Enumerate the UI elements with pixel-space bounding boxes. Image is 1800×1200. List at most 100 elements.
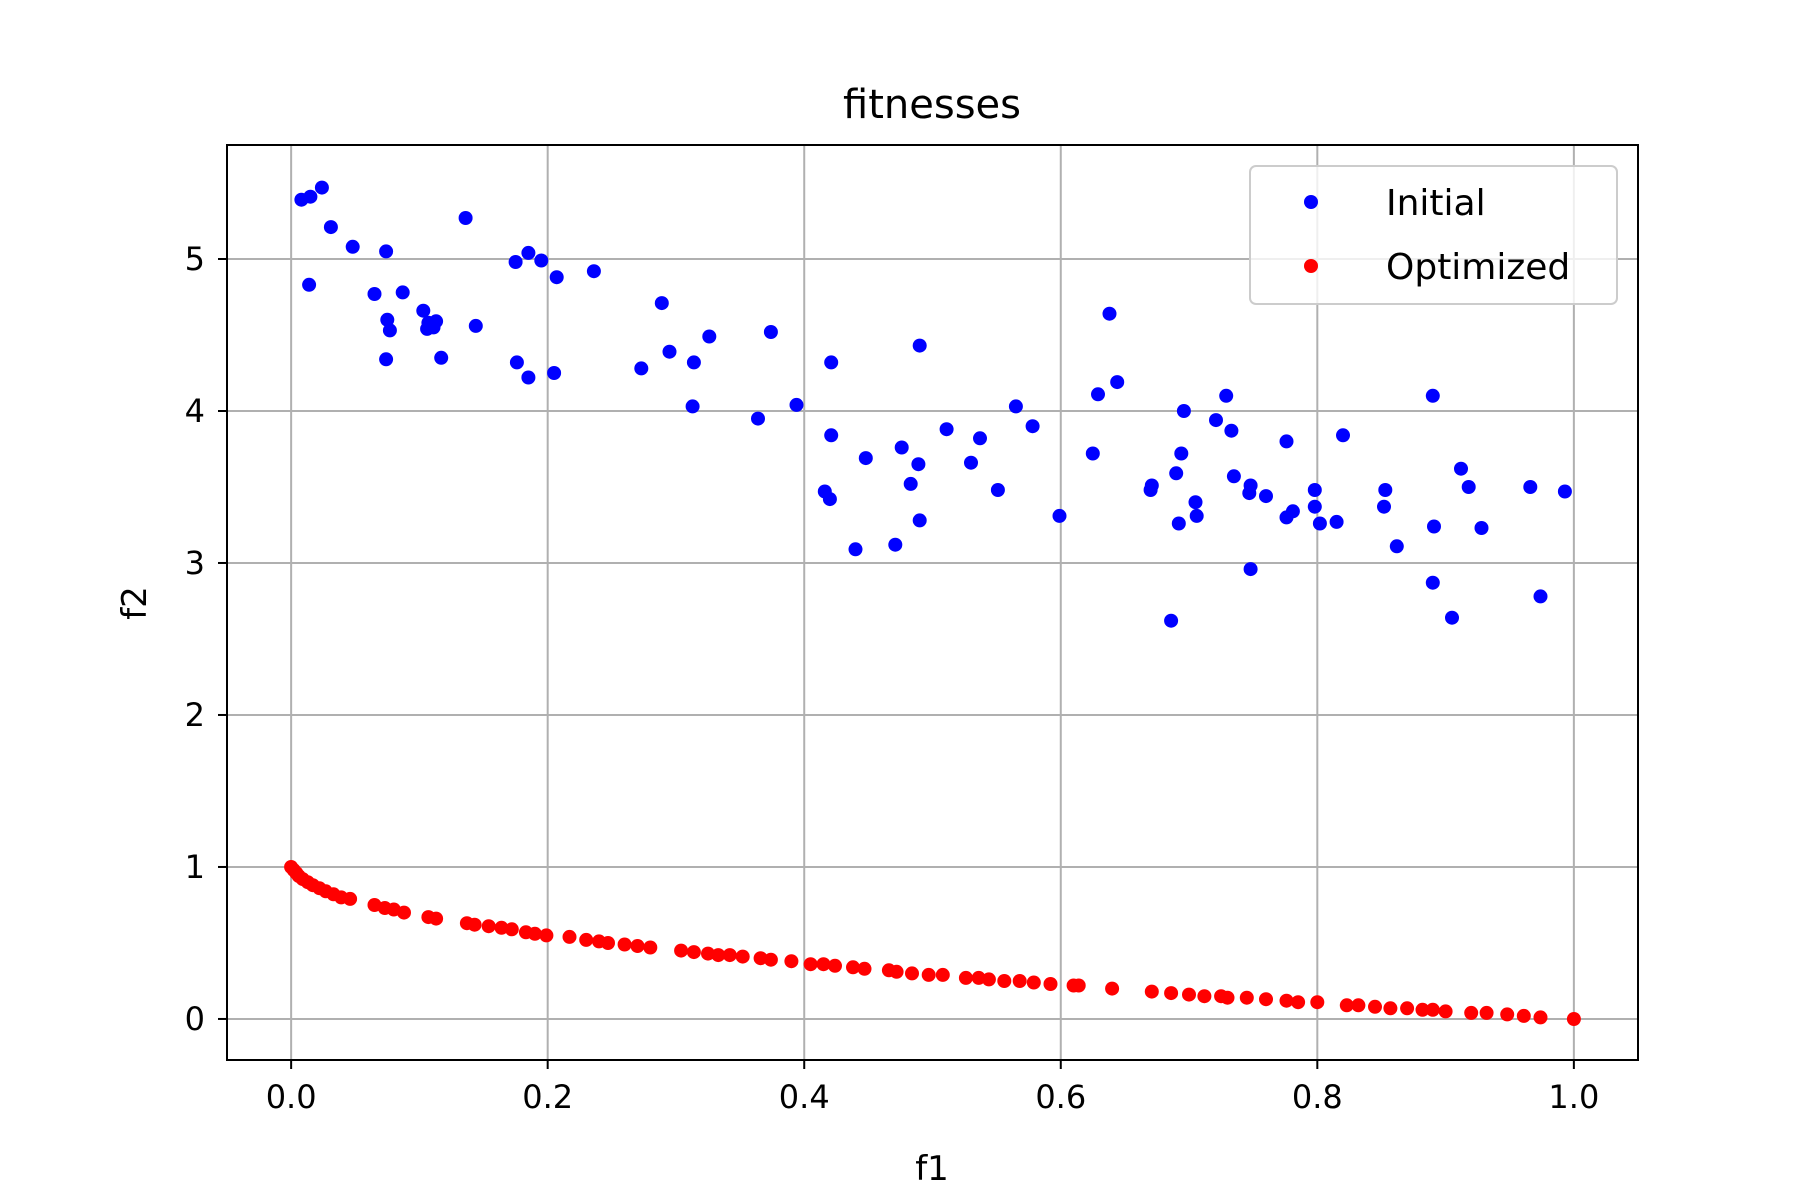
point-initial — [1169, 466, 1184, 481]
data-points — [284, 180, 1581, 1026]
point-initial — [1102, 306, 1117, 321]
point-optimized — [1239, 990, 1254, 1005]
x-tick-label: 0.0 — [266, 1078, 317, 1116]
point-initial — [1445, 610, 1459, 625]
point-initial — [395, 285, 410, 300]
point-initial — [382, 323, 397, 338]
point-initial — [586, 264, 601, 279]
point-initial — [911, 457, 926, 472]
point-initial — [314, 180, 329, 195]
point-initial — [1329, 514, 1344, 529]
point-initial — [509, 355, 524, 370]
x-axis-label: f1 — [915, 1149, 949, 1189]
point-optimized — [753, 951, 768, 966]
point-initial — [416, 303, 431, 318]
point-optimized — [643, 940, 658, 955]
y-tick-label: 2 — [185, 696, 205, 734]
point-initial — [458, 211, 473, 225]
point-initial — [1307, 483, 1322, 497]
point-optimized — [1415, 1002, 1430, 1017]
point-optimized — [1291, 995, 1306, 1010]
point-optimized — [803, 957, 818, 972]
point-optimized — [735, 949, 750, 964]
point-initial — [1377, 499, 1391, 514]
point-initial — [654, 296, 669, 311]
legend-marker-optimized — [1304, 259, 1318, 273]
point-optimized — [397, 905, 411, 920]
point-optimized — [763, 952, 778, 967]
point-initial — [302, 277, 317, 292]
point-optimized — [1533, 1010, 1548, 1025]
point-optimized — [1182, 987, 1196, 1002]
point-initial — [1174, 446, 1189, 461]
point-initial — [521, 370, 536, 385]
point-optimized — [1071, 978, 1086, 993]
point-optimized — [1144, 984, 1159, 999]
point-initial — [822, 492, 837, 507]
point-optimized — [562, 929, 577, 944]
legend: Initial Optimized — [1249, 165, 1618, 305]
point-initial — [848, 542, 863, 557]
point-optimized — [1400, 1001, 1415, 1016]
point-initial — [1091, 387, 1105, 402]
point-optimized — [921, 967, 936, 982]
point-initial — [912, 513, 927, 528]
point-initial — [1144, 478, 1159, 493]
point-initial — [508, 255, 523, 269]
point-initial — [379, 244, 394, 259]
point-optimized — [1164, 986, 1179, 1001]
y-tick-label: 4 — [185, 392, 205, 430]
point-optimized — [1438, 1004, 1453, 1019]
point-initial — [973, 431, 987, 446]
point-optimized — [1220, 990, 1235, 1005]
point-optimized — [701, 946, 715, 961]
point-optimized — [1383, 1001, 1398, 1016]
point-initial — [1243, 562, 1258, 577]
point-optimized — [494, 920, 509, 935]
point-optimized — [467, 917, 482, 932]
y-tick-label: 3 — [185, 544, 205, 582]
point-initial — [894, 440, 909, 455]
point-initial — [1209, 413, 1223, 428]
x-tick-label: 0.6 — [1035, 1078, 1086, 1116]
y-tick-label: 0 — [185, 1000, 205, 1038]
point-initial — [1378, 483, 1393, 497]
point-optimized — [1259, 992, 1273, 1007]
point-initial — [751, 411, 765, 426]
point-optimized — [1197, 989, 1212, 1004]
point-optimized — [1566, 1012, 1581, 1026]
point-initial — [521, 245, 536, 260]
grid — [227, 145, 1638, 1060]
point-optimized — [1368, 999, 1382, 1014]
point-initial — [1259, 489, 1273, 504]
point-initial — [990, 483, 1005, 497]
point-optimized — [846, 960, 860, 975]
point-optimized — [1026, 975, 1041, 990]
point-initial — [1307, 499, 1322, 514]
point-optimized — [1043, 977, 1058, 991]
point-initial — [426, 320, 441, 335]
point-optimized — [1479, 1005, 1494, 1020]
point-initial — [1219, 388, 1234, 403]
point-initial — [1110, 375, 1125, 390]
point-initial — [345, 239, 360, 254]
x-tick-label: 0.8 — [1292, 1078, 1343, 1116]
axis-ticks: 0.0 0.2 0.4 0.6 0.8 1.0 0 1 2 3 4 5 — [185, 240, 1600, 1116]
point-initial — [1188, 495, 1203, 510]
point-initial — [789, 397, 804, 412]
y-tick-label: 1 — [185, 848, 205, 886]
y-axis-label: f2 — [115, 586, 155, 620]
point-initial — [1025, 419, 1040, 434]
point-optimized — [630, 939, 645, 953]
legend-marker-initial — [1304, 195, 1318, 209]
point-initial — [367, 287, 382, 301]
point-initial — [1533, 589, 1548, 604]
point-initial — [1224, 423, 1239, 438]
point-optimized — [784, 954, 799, 969]
point-optimized — [686, 945, 701, 960]
point-optimized — [504, 922, 519, 937]
x-tick-label: 0.2 — [522, 1078, 573, 1116]
point-initial — [939, 422, 954, 437]
point-initial — [634, 361, 649, 376]
